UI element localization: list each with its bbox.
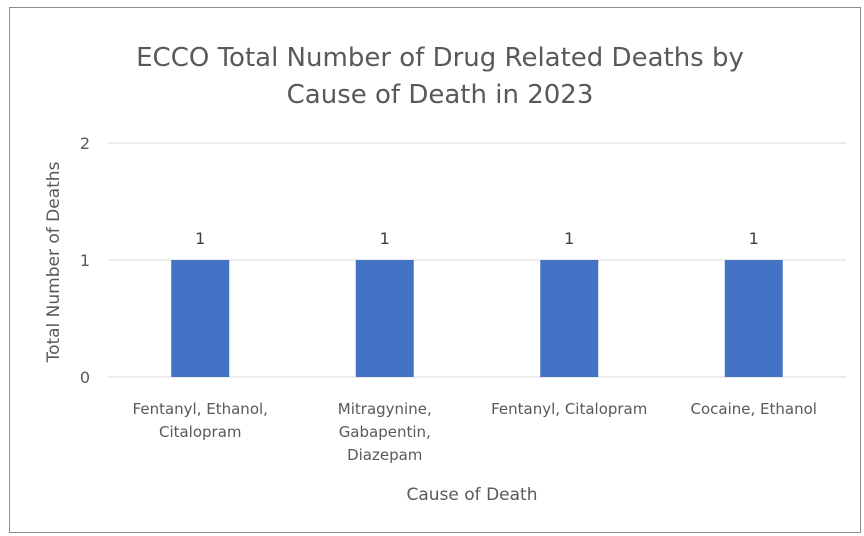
chart-title-line-2: Cause of Death in 2023 xyxy=(287,80,594,110)
x-category-label: Cocaine, Ethanol xyxy=(691,400,817,418)
data-label: 1 xyxy=(564,229,574,248)
x-axis-title: Cause of Death xyxy=(407,485,538,505)
data-label: 1 xyxy=(749,229,759,248)
bar xyxy=(171,260,230,377)
y-tick-label: 1 xyxy=(80,251,90,270)
data-label: 1 xyxy=(380,229,390,248)
bar xyxy=(540,260,599,377)
y-tick-label: 0 xyxy=(80,368,90,387)
data-label: 1 xyxy=(195,229,205,248)
y-tick-label: 2 xyxy=(80,134,90,153)
bar xyxy=(355,260,414,377)
x-category-label: Fentanyl, Ethanol, Citalopram xyxy=(133,400,268,441)
y-axis-title: Total Number of Deaths xyxy=(44,161,64,363)
x-category-label: Fentanyl, Citalopram xyxy=(491,400,647,418)
chart-title-line-1: ECCO Total Number of Drug Related Deaths… xyxy=(136,43,744,73)
bar xyxy=(724,260,783,377)
x-category-label: Mitragynine, Gabapentin, Diazepam xyxy=(338,400,432,464)
chart-frame xyxy=(9,7,861,533)
